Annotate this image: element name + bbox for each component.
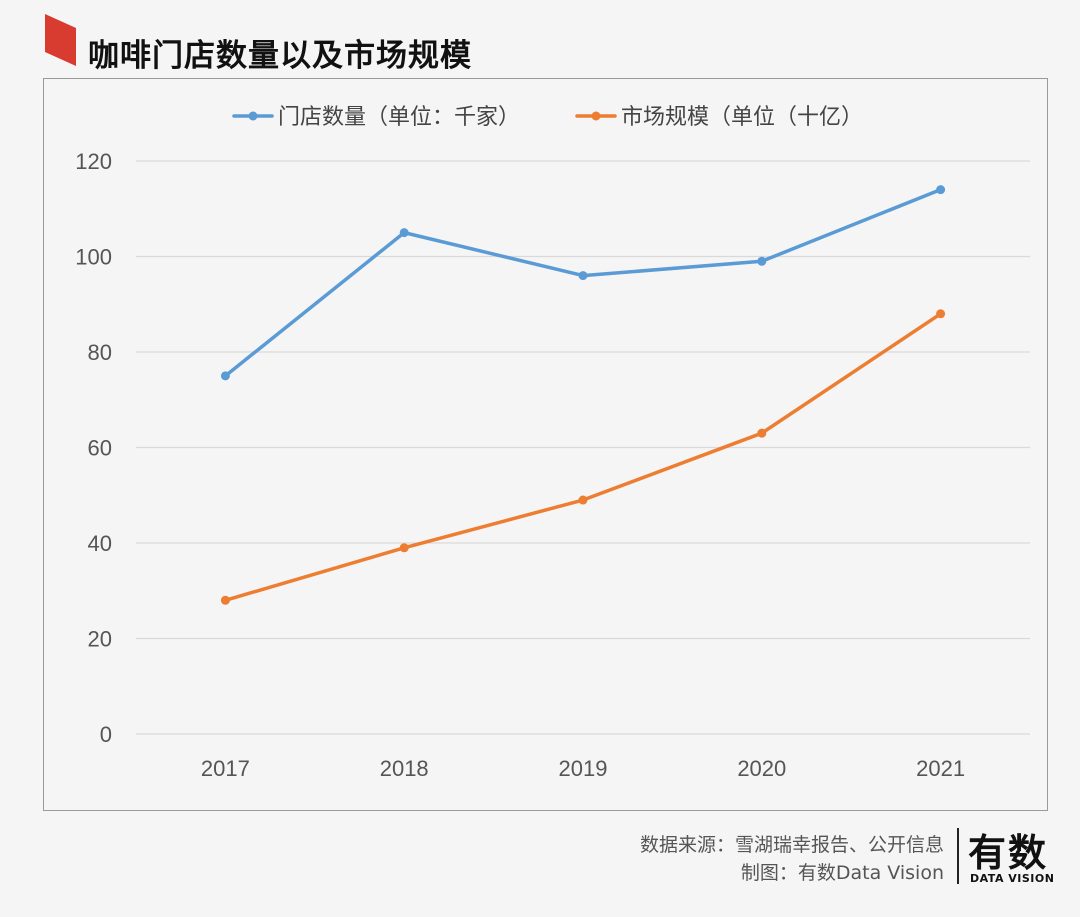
page-title: 咖啡门店数量以及市场规模 bbox=[88, 38, 472, 74]
y-tick-label: 100 bbox=[75, 245, 112, 270]
axis-layer: 0 20 40 60 80 100 120 2017 2018 2019 2020 2021 bbox=[75, 149, 965, 781]
data-point-s1 bbox=[399, 228, 409, 238]
data-point-s2 bbox=[399, 543, 409, 553]
y-tick-label: 120 bbox=[75, 149, 112, 174]
title-flag-icon bbox=[45, 14, 76, 66]
legend-label: 门店数量（单位：千家） bbox=[278, 105, 520, 130]
data-point-s2 bbox=[220, 595, 230, 605]
data-point-s1 bbox=[757, 256, 767, 266]
data-point-s2 bbox=[936, 309, 946, 319]
x-tick-label: 2018 bbox=[380, 756, 429, 781]
legend-marker bbox=[591, 111, 601, 121]
brand-logo: 有数 bbox=[968, 831, 1049, 875]
x-tick-label: 2017 bbox=[201, 756, 250, 781]
y-tick-label: 40 bbox=[88, 531, 112, 556]
chart-credit: 制图：有数Data Vision bbox=[740, 862, 944, 884]
line-chart: 0 20 40 60 80 100 120 2017 2018 2019 2020 2021 门店数量… bbox=[75, 105, 1030, 781]
y-tick-label: 20 bbox=[88, 627, 112, 652]
legend: 门店数量（单位：千家） 市场规模（单位（十亿） bbox=[232, 105, 863, 130]
y-tick-label: 80 bbox=[88, 340, 112, 365]
data-point-s2 bbox=[578, 495, 588, 505]
x-tick-label: 2021 bbox=[916, 756, 965, 781]
legend-item-1: 门店数量（单位：千家） bbox=[232, 105, 520, 130]
data-point-s1 bbox=[578, 271, 588, 281]
x-tick-label: 2020 bbox=[737, 756, 786, 781]
footer-divider bbox=[957, 828, 959, 884]
legend-label: 市场规模（单位（十亿） bbox=[621, 105, 863, 130]
data-point-s1 bbox=[936, 185, 946, 195]
data-point-s1 bbox=[220, 371, 230, 381]
y-tick-label: 0 bbox=[100, 722, 112, 747]
series-line-2 bbox=[223, 312, 943, 603]
data-point-s2 bbox=[757, 428, 767, 438]
legend-item-2: 市场规模（单位（十亿） bbox=[575, 105, 863, 130]
grid-layer bbox=[136, 160, 1030, 735]
series-line-1 bbox=[223, 187, 943, 378]
brand-logo-subtitle: DATA VISION bbox=[970, 872, 1055, 885]
chart-container: 0 20 40 60 80 100 120 2017 2018 2019 2020 2021 门店数量… bbox=[43, 78, 1048, 811]
legend-marker bbox=[248, 111, 258, 121]
y-tick-label: 60 bbox=[88, 436, 112, 461]
series-layer bbox=[220, 185, 946, 605]
x-tick-label: 2019 bbox=[559, 756, 608, 781]
data-source-note: 数据来源：雪湖瑞幸报告、公开信息 bbox=[639, 834, 944, 856]
